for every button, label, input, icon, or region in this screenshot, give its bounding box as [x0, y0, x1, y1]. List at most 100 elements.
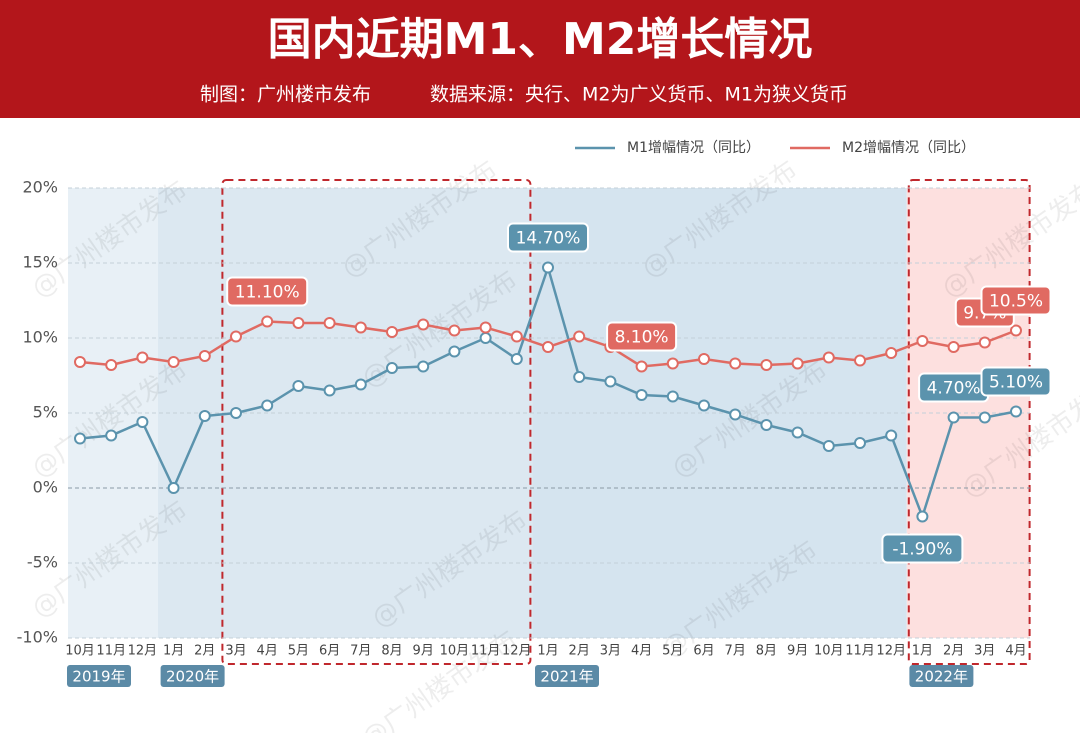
watermark: @广州楼市发布: [357, 625, 523, 733]
year-label: 2022年: [915, 668, 968, 686]
point: [947, 341, 960, 353]
point: [885, 347, 898, 359]
point: [105, 359, 118, 371]
label-box: [980, 366, 1052, 397]
point: [354, 378, 367, 391]
point: [510, 353, 523, 365]
data-label: -1.90%: [892, 540, 952, 560]
x-tick-label: 1月: [537, 644, 558, 659]
y-tick-label: 5%: [33, 403, 58, 422]
data-label: 8.10%: [615, 328, 669, 348]
x-tick-label: 11月: [96, 644, 126, 659]
x-tick-label: 4月: [1005, 644, 1026, 659]
backgrounds: [68, 179, 1031, 665]
x-tick-label: 11月: [471, 644, 501, 659]
label-box: [980, 285, 1052, 316]
point: [947, 411, 960, 424]
x-tick-label: 12月: [502, 644, 532, 659]
point: [230, 330, 242, 343]
y-tick-label: -5%: [27, 553, 58, 572]
year-label: 2020年: [166, 668, 219, 686]
point: [448, 324, 461, 337]
point: [417, 318, 430, 331]
point: [822, 351, 835, 364]
point: [479, 332, 492, 344]
year-label: 2021年: [540, 668, 593, 686]
data-label: 4.70%: [927, 379, 981, 399]
point: [136, 416, 149, 428]
x-tick-label: 7月: [725, 644, 746, 659]
x-tick-label: 4月: [257, 644, 278, 659]
point: [261, 315, 274, 328]
x-tick-label: 9月: [413, 644, 434, 659]
point: [635, 389, 648, 401]
header-band: [0, 0, 1080, 118]
x-tick-label: 11月: [845, 644, 875, 659]
point: [542, 341, 554, 353]
point: [292, 380, 305, 392]
x-tick-label: 3月: [600, 644, 621, 659]
point: [354, 321, 367, 334]
x-tick-label: 1月: [912, 644, 933, 659]
y-tick-label: 15%: [22, 253, 58, 272]
point: [604, 375, 617, 388]
year-badge: [535, 665, 599, 687]
point: [760, 419, 773, 431]
point: [916, 510, 929, 523]
x-tick-label: 10月: [440, 644, 470, 659]
x-tick-label: 7月: [350, 644, 371, 659]
point: [510, 330, 523, 343]
point: [635, 360, 648, 373]
point: [885, 429, 898, 442]
x-tick-label: 4月: [631, 644, 652, 659]
y-tick-label: 0%: [33, 478, 58, 497]
x-tick-label: 5月: [662, 644, 683, 659]
point: [167, 356, 180, 368]
point: [74, 356, 86, 368]
point: [573, 371, 586, 383]
point: [261, 399, 274, 412]
point: [323, 317, 336, 329]
year-badge: [909, 665, 974, 687]
x-tick-label: 10月: [65, 644, 95, 659]
point: [292, 317, 305, 329]
data-label: 5.10%: [989, 373, 1043, 393]
x-tick-label: 8月: [381, 644, 402, 659]
point: [666, 390, 679, 403]
label-box: [507, 222, 589, 253]
point: [417, 360, 430, 373]
x-tick-label: 12月: [876, 644, 906, 659]
point: [854, 437, 866, 449]
point: [698, 399, 710, 412]
x-tick-label: 3月: [225, 644, 246, 659]
label-box: [226, 276, 309, 307]
legend-label: M2增幅情况（同比）: [842, 140, 975, 156]
point: [822, 440, 835, 452]
point: [1010, 324, 1022, 337]
y-tick-label: 10%: [22, 328, 58, 347]
y-tick-label: -10%: [17, 628, 58, 647]
point: [448, 345, 461, 358]
x-tick-label: 6月: [319, 644, 340, 659]
point: [230, 407, 242, 419]
year-badge: [67, 665, 131, 687]
point: [854, 354, 866, 367]
x-tick-label: 12月: [128, 644, 158, 659]
x-tick-label: 2月: [943, 644, 964, 659]
point: [666, 357, 679, 370]
label-box: [881, 533, 964, 564]
x-tick-label: 8月: [756, 644, 777, 659]
point: [698, 353, 710, 365]
point: [916, 335, 929, 347]
point: [978, 336, 991, 349]
x-tick-label: 6月: [693, 644, 714, 659]
data-label: 11.10%: [235, 283, 300, 303]
x-tick-label: 5月: [288, 644, 309, 659]
point: [729, 357, 742, 370]
point: [74, 432, 86, 445]
point: [323, 384, 336, 397]
point: [573, 330, 586, 343]
